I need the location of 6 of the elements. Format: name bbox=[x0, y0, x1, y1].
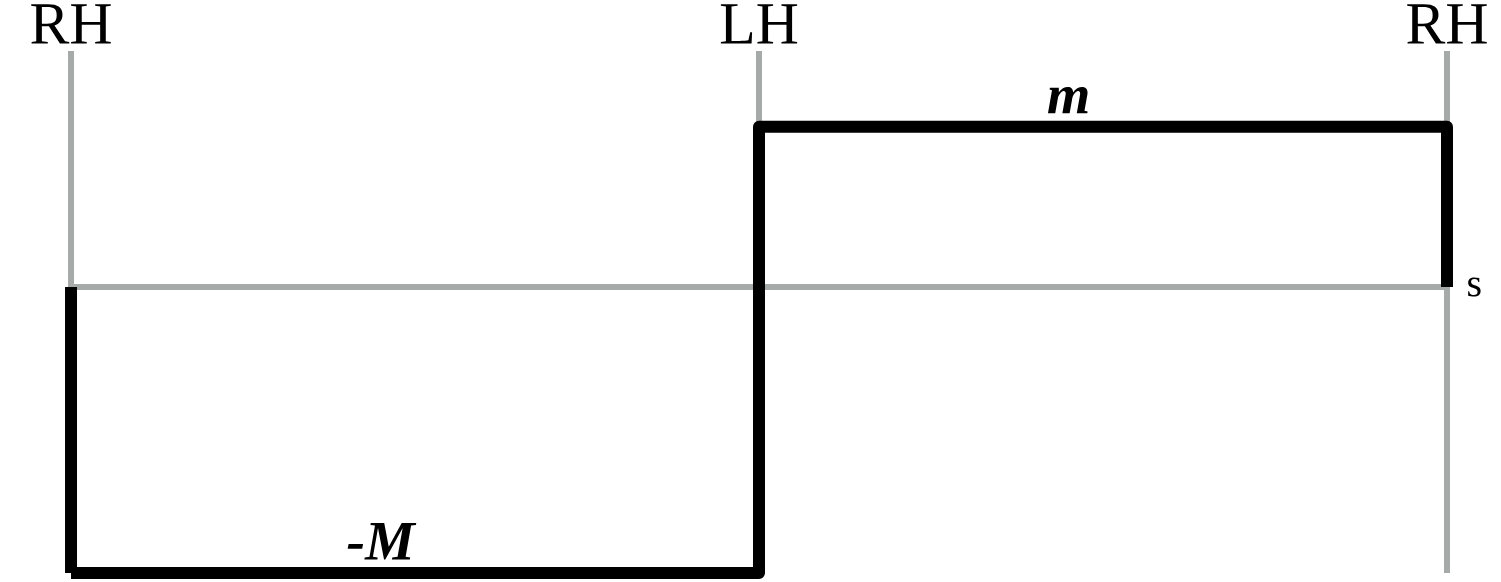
x-tick-label: RH bbox=[31, 4, 111, 44]
annotation: m bbox=[1047, 87, 1088, 114]
x-tick-label: LH bbox=[720, 4, 798, 44]
annotation: -M bbox=[347, 522, 417, 560]
x-axis-title: s bbox=[1468, 277, 1481, 297]
x-tick-label: RH bbox=[1407, 4, 1487, 44]
